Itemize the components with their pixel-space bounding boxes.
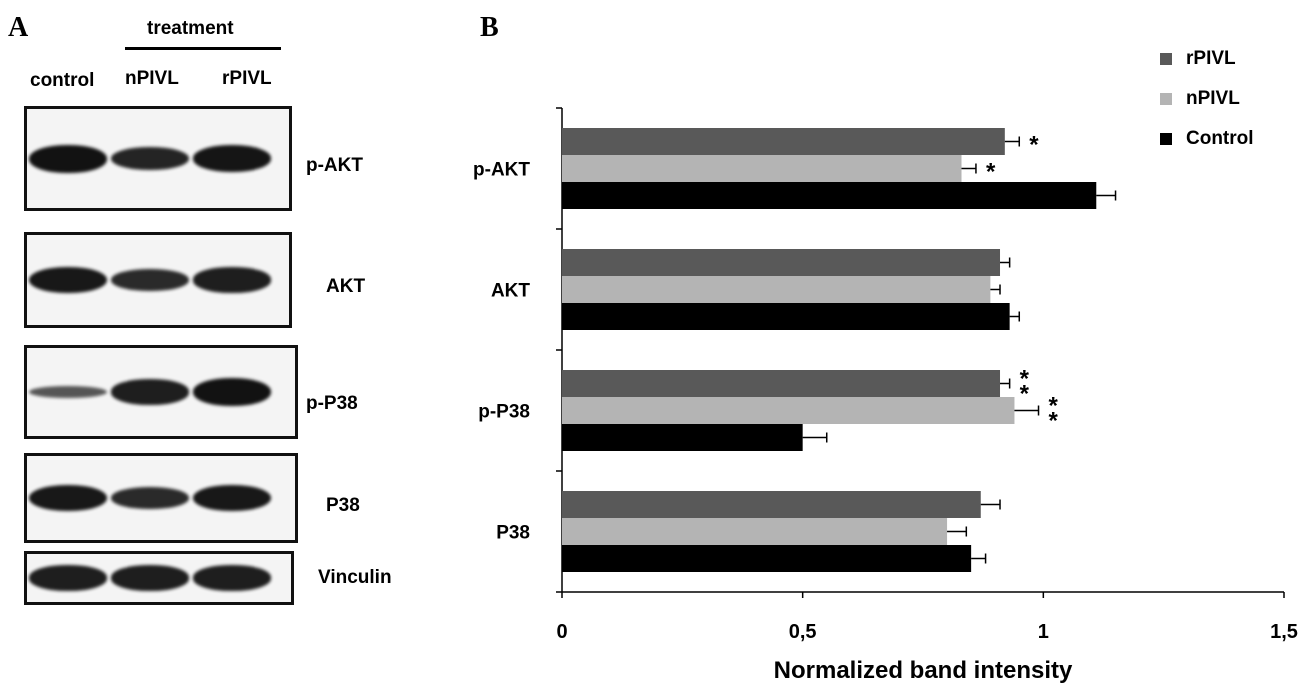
panel-b-letter: B [480, 12, 499, 43]
y-category-label: p-P38 [478, 402, 530, 423]
blot-band [29, 484, 107, 512]
blot-band [193, 565, 271, 591]
panel-a-letter: A [8, 12, 29, 43]
blot-band [111, 379, 189, 405]
y-category-label: p-AKT [473, 160, 530, 181]
blot-band [193, 144, 271, 173]
blot-band [111, 565, 189, 591]
blot-band [111, 486, 189, 510]
blot-label: P38 [326, 495, 360, 516]
blot-band [111, 146, 189, 171]
blot-label: AKT [326, 276, 366, 297]
x-tick-label: 1 [1038, 621, 1049, 643]
blot-band [193, 378, 271, 406]
lane-label-control: control [30, 70, 95, 91]
legend-swatch [1160, 53, 1172, 65]
blot-label: p-AKT [306, 155, 363, 176]
bar [562, 518, 948, 545]
bar [562, 128, 1005, 155]
bar [562, 491, 981, 518]
x-tick-label: 1,5 [1270, 621, 1298, 643]
lane-label-npivl: nPIVL [125, 68, 179, 89]
bar [562, 276, 991, 303]
bar [562, 397, 1015, 424]
bar [562, 249, 1001, 276]
blot-label: p-P38 [306, 393, 358, 414]
significance-marker: * [986, 159, 996, 186]
bar [562, 182, 1097, 209]
blot-band [193, 267, 271, 293]
blot-band [193, 484, 271, 512]
x-tick-label: 0,5 [789, 621, 817, 643]
legend-label: Control [1186, 128, 1254, 149]
blot-band [111, 268, 189, 292]
legend-swatch [1160, 133, 1172, 145]
x-tick-label: 0 [556, 621, 567, 643]
bar [562, 155, 962, 182]
blot-label: Vinculin [318, 567, 392, 588]
bar [562, 545, 972, 572]
bar [562, 424, 803, 451]
significance-marker: * [1029, 132, 1039, 159]
legend-swatch [1160, 93, 1172, 105]
significance-marker: * [1049, 393, 1059, 420]
significance-marker: * [1049, 408, 1059, 435]
significance-marker: * [1020, 366, 1030, 393]
lane-label-rpivl: rPIVL [222, 68, 272, 89]
legend-label: rPIVL [1186, 48, 1236, 69]
blot-band [29, 385, 107, 399]
blot-band [29, 565, 107, 591]
legend-label: nPIVL [1186, 88, 1240, 109]
treatment-bracket-line [125, 47, 281, 50]
x-axis-title: Normalized band intensity [774, 657, 1073, 684]
treatment-label: treatment [147, 18, 234, 39]
bar [562, 370, 1001, 397]
blot-band [29, 266, 107, 294]
blot-band [29, 144, 107, 173]
significance-marker: * [1020, 381, 1030, 408]
y-category-label: AKT [491, 281, 530, 302]
legend-item: Control [1160, 128, 1254, 150]
bar [562, 303, 1010, 330]
legend-item: nPIVL [1160, 88, 1240, 110]
legend-item: rPIVL [1160, 48, 1236, 70]
y-category-label: P38 [496, 523, 530, 544]
